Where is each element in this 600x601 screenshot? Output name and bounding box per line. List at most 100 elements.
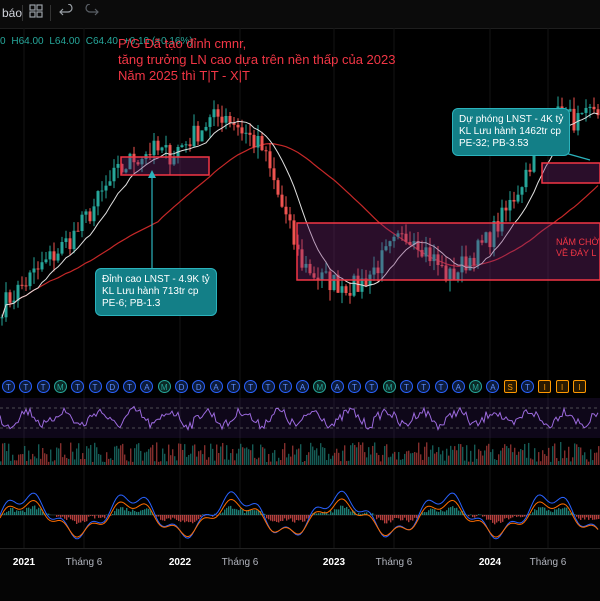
volume-bar	[68, 459, 69, 465]
candle-body	[105, 186, 108, 191]
macd-histogram-bar	[568, 511, 569, 515]
volume-bar	[336, 449, 337, 465]
volume-bar	[416, 453, 417, 465]
event-marker[interactable]: T	[400, 380, 413, 393]
volume-bar	[334, 453, 335, 465]
volume-bar	[500, 451, 501, 465]
macd-histogram-bar	[582, 515, 583, 518]
event-marker[interactable]: A	[210, 380, 223, 393]
candle-body	[45, 259, 48, 262]
volume-bar	[534, 448, 535, 465]
macd-histogram-bar	[12, 508, 13, 515]
zone-label: NẮM CHỜ VỀ ĐÁY L	[556, 237, 599, 259]
volume-bar	[176, 460, 177, 465]
volume-bar	[158, 462, 159, 465]
event-marker[interactable]: M	[158, 380, 171, 393]
volume-bar	[290, 457, 291, 465]
volume-bar	[174, 456, 175, 465]
event-marker[interactable]: T	[2, 380, 15, 393]
volume-bar	[516, 455, 517, 465]
volume-bar	[256, 459, 257, 465]
event-marker[interactable]: I	[556, 380, 569, 393]
event-marker[interactable]: M	[469, 380, 482, 393]
macd-histogram-bar	[294, 515, 295, 523]
macd-histogram-bar	[128, 511, 129, 515]
macd-histogram-bar	[8, 511, 9, 515]
volume-bar	[514, 448, 515, 465]
candle-body	[249, 133, 252, 135]
event-marker[interactable]: D	[106, 380, 119, 393]
event-marker[interactable]: A	[452, 380, 465, 393]
volume-bar	[352, 443, 353, 465]
volume-bar	[324, 448, 325, 465]
candle-body	[229, 116, 232, 123]
macd-histogram-bar	[524, 515, 525, 516]
candle-body	[277, 180, 280, 195]
volume-bar	[588, 462, 589, 465]
event-marker[interactable]: T	[521, 380, 534, 393]
event-marker[interactable]: I	[538, 380, 551, 393]
event-marker[interactable]: T	[227, 380, 240, 393]
rsi-band	[0, 398, 600, 438]
volume-bar	[96, 447, 97, 465]
candle-body	[265, 150, 268, 151]
candle-body	[73, 231, 76, 249]
candle-body	[269, 151, 272, 168]
event-marker[interactable]: I	[573, 380, 586, 393]
volume-bar	[438, 447, 439, 465]
macd-histogram-bar	[82, 515, 83, 521]
macd-histogram-bar	[500, 515, 501, 523]
volume-bar	[196, 457, 197, 465]
event-marker[interactable]: A	[331, 380, 344, 393]
macd-histogram-bar	[130, 512, 131, 515]
volume-bar	[222, 443, 223, 465]
macd-histogram-bar	[564, 507, 565, 515]
time-axis[interactable]: 2021 Tháng 6 2022 Tháng 6 2023 Tháng 6 2…	[0, 548, 600, 601]
volume-bar	[254, 458, 255, 465]
event-marker[interactable]: T	[262, 380, 275, 393]
volume-bar	[130, 448, 131, 465]
event-marker[interactable]: A	[296, 380, 309, 393]
event-marker[interactable]: M	[383, 380, 396, 393]
volume-bar	[574, 443, 575, 465]
volume-bar	[106, 452, 107, 465]
volume-bar	[250, 450, 251, 465]
macd-histogram-bar	[40, 509, 41, 515]
event-marker[interactable]: D	[175, 380, 188, 393]
macd-histogram-bar	[302, 515, 303, 522]
volume-bar	[188, 455, 189, 465]
left-callout[interactable]: Đỉnh cao LNST - 4.9K tỷ KL Lưu hành 713t…	[95, 268, 217, 316]
event-marker[interactable]: T	[123, 380, 136, 393]
right-callout[interactable]: Dự phóng LNST - 4K tỷ KL Lưu hành 1462tr…	[452, 108, 570, 156]
volume-bar	[350, 445, 351, 465]
volume-bar	[82, 453, 83, 465]
volume-bar	[544, 454, 545, 465]
event-marker[interactable]: T	[348, 380, 361, 393]
candle-body	[221, 117, 224, 123]
volume-bar	[502, 448, 503, 465]
macd-histogram-bar	[484, 515, 485, 516]
xtick: 2024	[479, 557, 501, 568]
macd-histogram-bar	[476, 515, 477, 516]
left-callout-line: KL Lưu hành 713tr cp	[102, 286, 210, 298]
volume-bar	[214, 461, 215, 465]
event-marker[interactable]: T	[89, 380, 102, 393]
macd-histogram-bar	[66, 515, 67, 520]
macd-histogram-bar	[514, 515, 515, 516]
macd-histogram-bar	[492, 515, 493, 523]
event-marker[interactable]: T	[279, 380, 292, 393]
volume-bar	[116, 446, 117, 465]
macd-histogram-bar	[430, 509, 431, 515]
candle-body	[117, 164, 120, 168]
volume-bar	[492, 449, 493, 465]
macd-histogram-bar	[168, 515, 169, 518]
xtick: Tháng 6	[222, 557, 259, 568]
event-marker[interactable]: M	[54, 380, 67, 393]
event-marker[interactable]: T	[37, 380, 50, 393]
macd-histogram-bar	[68, 515, 69, 517]
volume-bar	[226, 445, 227, 465]
event-marker[interactable]: T	[435, 380, 448, 393]
event-marker[interactable]: S	[504, 380, 517, 393]
volume-bar	[470, 451, 471, 465]
macd-histogram-bar	[138, 512, 139, 515]
